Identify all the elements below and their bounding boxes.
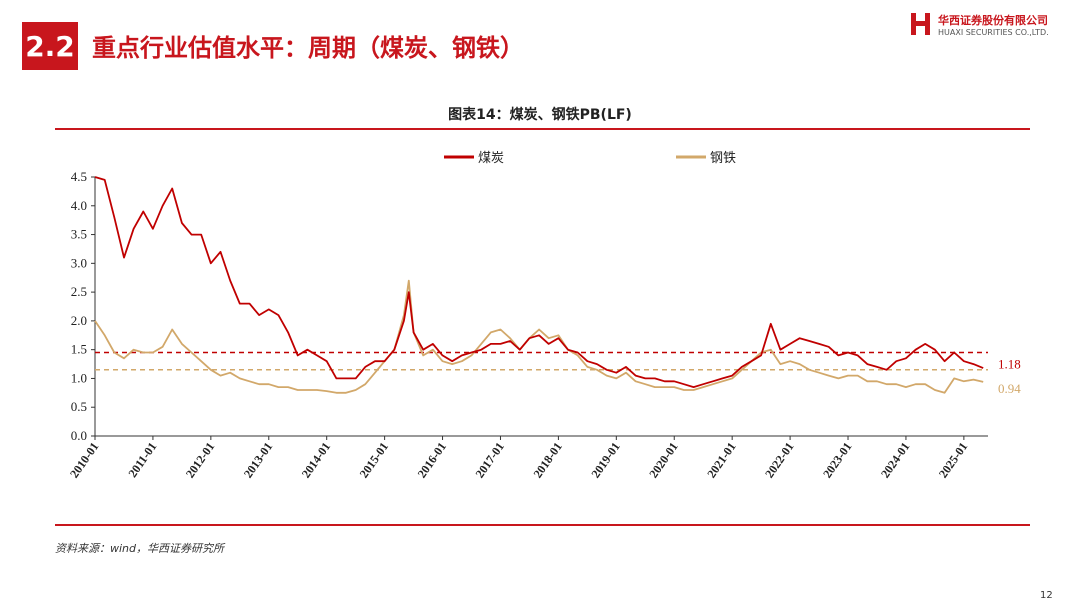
y-tick-label: 4.5 [71,169,87,184]
y-tick-label: 4.0 [71,198,87,213]
y-tick-label: 0.0 [71,428,87,443]
series-line-coal [94,176,984,388]
x-tick-label: 2021-01 [704,440,738,481]
x-tick-label: 2018-01 [530,440,564,481]
x-tick-label: 2022-01 [762,440,796,481]
x-tick-label: 2023-01 [820,440,854,481]
x-tick-label: 2020-01 [646,440,680,481]
section-number-badge: 2.2 [22,22,78,70]
page-title: 重点行业估值水平：周期（煤炭、钢铁） [92,34,524,62]
page-number: 12 [1040,590,1053,601]
x-tick-label: 2015-01 [357,440,391,481]
x-tick-label: 2016-01 [415,440,449,481]
y-tick-label: 3.0 [71,255,87,270]
end-value-label-steel: 0.94 [998,381,1021,396]
y-tick-label: 0.5 [71,399,87,414]
series-line-steel [94,279,984,394]
end-value-label-coal: 1.18 [998,357,1021,372]
y-tick-label: 3.5 [71,227,87,242]
x-tick-label: 2012-01 [183,440,217,481]
logo-company-name-cn: 华西证券股份有限公司 [938,14,1048,27]
legend-label-steel: 钢铁 [710,151,736,166]
x-tick-label: 2024-01 [878,440,912,481]
x-tick-label: 2014-01 [299,440,333,481]
y-tick-label: 1.5 [71,342,87,357]
x-tick-label: 2010-01 [67,440,101,481]
logo-company-name-en: HUAXI SECURITIES CO.,LTD. [938,28,1049,37]
chart-top-rule [55,128,1030,130]
x-tick-label: 2011-01 [125,440,159,480]
huaxi-logo-icon [911,13,930,35]
data-source-note: 资料来源：wind，华西证券研究所 [55,542,225,555]
x-tick-label: 2025-01 [936,440,970,481]
x-tick-label: 2019-01 [588,440,622,481]
y-tick-label: 2.0 [71,313,87,328]
company-logo: 华西证券股份有限公司 HUAXI SECURITIES CO.,LTD. [908,8,1078,40]
x-tick-label: 2013-01 [241,440,275,481]
y-tick-label: 2.5 [71,284,87,299]
y-tick-label: 1.0 [71,370,87,385]
chart-bottom-rule [55,524,1030,526]
chart-title: 图表14：煤炭、钢铁PB(LF) [448,107,632,123]
x-tick-label: 2017-01 [473,440,507,481]
legend-label-coal: 煤炭 [478,151,504,166]
